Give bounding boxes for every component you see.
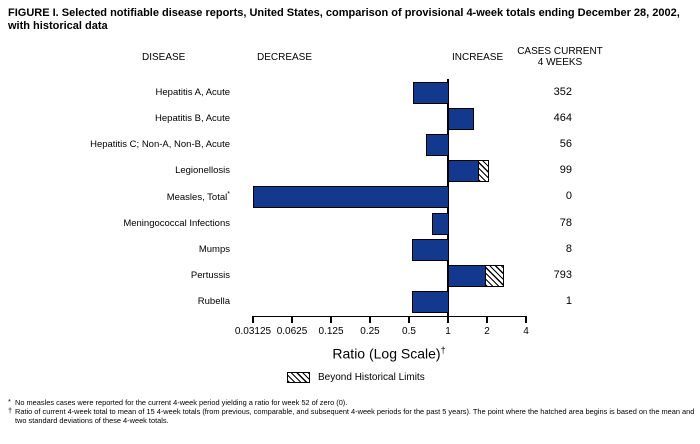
disease-label: Mumps	[0, 244, 230, 255]
axis-tick	[252, 316, 254, 323]
cases-value: 56	[559, 138, 572, 150]
bar-decrease	[412, 291, 449, 313]
axis-tick	[330, 316, 332, 323]
column-header-cases: CASES CURRENT 4 WEEKS	[517, 46, 603, 68]
footnote-asterisk-marker: *	[8, 397, 11, 406]
cases-value: 8	[565, 243, 572, 255]
axis-tick-label: 0.25	[360, 326, 380, 337]
cases-value: 0	[565, 190, 572, 202]
bar-decrease	[431, 213, 449, 235]
disease-label-text: Hepatitis A, Acute	[155, 87, 230, 98]
footnote-dagger-marker: †	[8, 405, 13, 415]
disease-label-text: Hepatitis B, Acute	[155, 113, 230, 124]
cases-value: 99	[559, 164, 572, 176]
disease-label-text: Pertussis	[190, 270, 230, 281]
disease-label-text: Meningococcal Infections	[123, 218, 230, 229]
axis-tick	[291, 316, 293, 323]
footnotes: * No measles cases were reported for the …	[8, 397, 696, 426]
footnote-measles: * No measles cases were reported for the …	[8, 397, 696, 408]
axis-tick-label: 4	[523, 326, 529, 337]
legend-label: Beyond Historical Limits	[318, 372, 425, 383]
bar-increase	[447, 160, 479, 182]
column-header-decrease: DECREASE	[257, 52, 313, 63]
disease-label: Hepatitis C; Non-A, Non-B, Acute	[0, 139, 230, 150]
axis-tick-label: 0.0625	[276, 326, 308, 337]
disease-label: Hepatitis A, Acute	[0, 87, 230, 98]
axis-tick	[408, 316, 410, 323]
column-header-increase: INCREASE	[452, 52, 504, 63]
bar-beyond-historical-limits	[485, 265, 505, 287]
cases-value: 793	[553, 269, 572, 281]
axis-tick	[447, 316, 449, 323]
axis-tick	[525, 316, 527, 323]
disease-label-text: Hepatitis C; Non-A, Non-B, Acute	[90, 139, 230, 150]
footnote-asterisk-text: No measles cases were reported for the c…	[15, 398, 348, 407]
x-axis-title-text: Ratio (Log Scale)	[332, 345, 441, 362]
axis-tick	[369, 316, 371, 323]
disease-label: Measles, Total*	[0, 191, 230, 203]
bar-decrease	[412, 239, 449, 261]
disease-label: Rubella	[0, 296, 230, 307]
bar-decrease	[253, 186, 449, 208]
figure-title: FIGURE I. Selected notifiable disease re…	[8, 7, 680, 32]
cases-value: 1	[565, 295, 572, 307]
x-axis-title: Ratio (Log Scale)†	[294, 345, 484, 362]
x-axis-line	[253, 315, 527, 317]
disease-label-text: Rubella	[197, 296, 230, 307]
disease-label-text: Mumps	[198, 244, 230, 255]
bar-decrease	[426, 134, 449, 156]
disease-label: Legionellosis	[0, 165, 230, 176]
footnote-dagger-text: Ratio of current 4-week total to mean of…	[15, 406, 695, 425]
disease-footnote-marker: *	[227, 191, 230, 198]
cases-value: 78	[559, 217, 572, 229]
footnote-ratio-definition: † Ratio of current 4-week total to mean o…	[8, 405, 696, 426]
disease-label: Pertussis	[0, 270, 230, 281]
x-axis-title-dagger: †	[440, 345, 446, 355]
legend-hatch-swatch	[287, 372, 310, 383]
axis-tick-label: 0.125	[318, 326, 344, 337]
disease-label: Meningococcal Infections	[0, 218, 230, 229]
disease-label-text: Legionellosis	[175, 165, 230, 176]
axis-tick-label: 0.5	[402, 326, 416, 337]
disease-label: Hepatitis B, Acute	[0, 113, 230, 124]
axis-tick-label: 2	[484, 326, 490, 337]
disease-label-text: Measles, Total	[166, 192, 228, 204]
axis-tick	[486, 316, 488, 323]
cases-value: 352	[553, 86, 572, 98]
bar-increase	[447, 108, 474, 130]
bar-increase	[447, 265, 487, 287]
bar-decrease	[413, 82, 449, 104]
cases-value: 464	[553, 112, 572, 124]
axis-tick-label: 0.03125	[234, 326, 272, 337]
axis-tick-label: 1	[445, 326, 451, 337]
column-header-disease: DISEASE	[142, 52, 186, 63]
bar-beyond-historical-limits	[477, 160, 489, 182]
